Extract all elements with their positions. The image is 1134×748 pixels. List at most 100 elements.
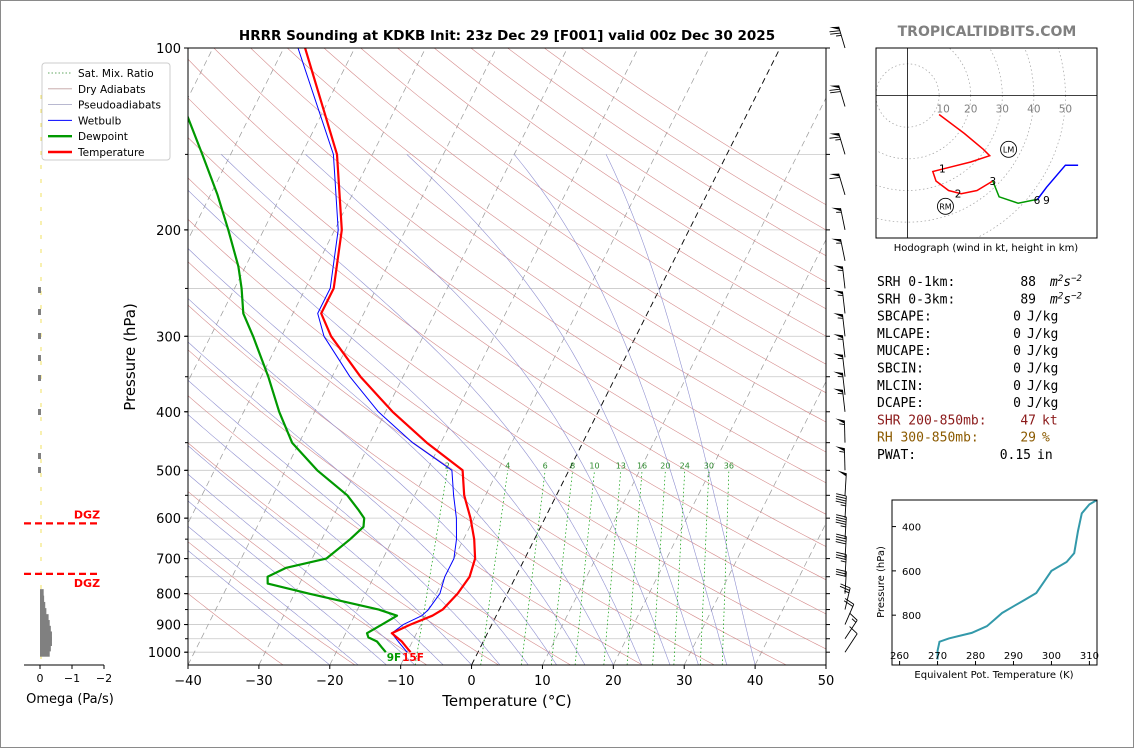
hodo-motion-marker	[937, 197, 954, 215]
barb-full	[835, 498, 847, 502]
te-x-tick-label: 290	[1004, 651, 1023, 662]
dgz-label: DGZ	[74, 508, 100, 521]
hodo-motion-label: LM	[1003, 145, 1014, 154]
barb-half	[836, 34, 842, 37]
barb-staff	[844, 473, 847, 496]
y-tick-label: 100	[156, 42, 181, 57]
moist-adiabat	[406, 154, 699, 665]
te-x-tick-label: 300	[1042, 651, 1061, 662]
dry-adiabat	[213, 48, 826, 484]
wind-barb	[833, 334, 846, 358]
barb-staff	[844, 620, 858, 639]
isotherm-line	[188, 48, 285, 241]
hodo-ring-label: 40	[1027, 104, 1040, 116]
hodo-motion-label: RM	[939, 202, 952, 211]
stat-unit: J/kg	[1027, 362, 1058, 377]
mixing-ratio-label: 36	[724, 461, 734, 470]
wind-barb	[833, 313, 846, 337]
legend-label: Wetbulb	[78, 115, 122, 127]
barb-full	[836, 514, 847, 518]
omega-small-bar	[38, 309, 41, 315]
wind-barbs	[829, 26, 858, 653]
mixing-ratio-label: 2	[445, 461, 450, 470]
wind-barb	[835, 514, 847, 540]
omega-panel: 0 −1 −2 DGZ DGZ Omega (Pa/s)	[24, 95, 114, 707]
omega-tick-label: −2	[96, 672, 112, 685]
isotherm-line	[329, 48, 639, 665]
hodo-trace	[931, 113, 994, 195]
legend-label: Pseudoadiabats	[78, 100, 161, 112]
barb-flag	[833, 334, 843, 339]
theta-e-profile	[936, 500, 1097, 660]
barb-full	[835, 536, 847, 540]
stat-value: 47	[1020, 413, 1036, 428]
stat-value: 29	[1020, 431, 1036, 446]
wind-barb	[833, 388, 846, 412]
omega-bar	[40, 620, 50, 630]
hodo-height-label: 2	[955, 189, 962, 201]
hodo-height-label: 3	[989, 176, 996, 188]
isotherm-line	[613, 238, 826, 665]
omega-bar	[40, 631, 52, 641]
dry-adiabat	[360, 48, 826, 365]
mixing-ratio-line	[574, 470, 595, 665]
hodograph-frame	[875, 47, 1098, 239]
moist-adiabat	[188, 379, 501, 665]
omega-xlabel: Omega (Pa/s)	[26, 692, 114, 707]
skewt-legend: Sat. Mix. Ratio Dry Adiabats Pseudoadiabat…	[41, 62, 171, 161]
barb-half	[836, 242, 842, 244]
temperature-profile	[304, 48, 477, 653]
barb-full	[835, 521, 846, 525]
wind-barb	[829, 85, 846, 107]
te-x-tick-label: 310	[1080, 651, 1099, 662]
y-tick-label: 900	[156, 619, 181, 634]
barb-staff	[844, 604, 855, 625]
dry-adiabat	[188, 177, 826, 615]
isotherm-line	[188, 48, 426, 525]
barb-full	[835, 519, 847, 523]
te-x-tick-label: 270	[928, 651, 947, 662]
omega-tick-label: −1	[64, 672, 80, 685]
barb-flag	[837, 470, 847, 477]
dry-adiabat	[188, 261, 787, 665]
stat-value: 88	[1020, 275, 1036, 290]
dry-adiabat	[434, 48, 826, 310]
isotherm-line	[471, 48, 781, 665]
barb-full	[835, 556, 847, 561]
barb-full	[835, 541, 846, 545]
te-y-tick-label: 600	[902, 567, 921, 578]
barb-full	[835, 571, 847, 575]
stat-unit: J/kg	[1027, 344, 1058, 359]
y-tick-label: 300	[156, 330, 181, 345]
barb-flag	[833, 265, 843, 270]
barb-half	[839, 451, 845, 453]
barb-half	[837, 269, 843, 271]
stat-unit: kt	[1042, 413, 1058, 428]
omega-bar	[40, 625, 51, 635]
theta-e-xlabel: Equivalent Pot. Temperature (K)	[914, 670, 1073, 681]
wind-barb	[835, 568, 847, 594]
hodo-height-label: 6	[1034, 195, 1041, 207]
theta-e-ylabel: Pressure (hPa)	[876, 546, 887, 618]
barb-full	[829, 30, 840, 33]
dry-adiabat	[188, 395, 571, 665]
barb-full	[843, 600, 854, 607]
barb-half	[837, 393, 843, 395]
moist-adiabat	[188, 500, 387, 665]
wind-barb	[835, 418, 846, 443]
barb-staff	[843, 448, 846, 471]
omega-small-bar	[38, 355, 41, 361]
wind-barb	[839, 583, 851, 610]
hodo-ring-label: 20	[964, 104, 977, 116]
omega-bar	[40, 636, 52, 646]
dry-adiabat	[188, 491, 428, 665]
wind-barb	[833, 265, 846, 289]
barb-half	[837, 294, 843, 296]
surface-dewpoint-label: 9F	[387, 652, 401, 664]
barb-full	[844, 598, 855, 605]
wind-barb	[829, 173, 846, 195]
isotherm-line	[825, 664, 826, 665]
y-tick-label: 700	[156, 553, 181, 568]
barb-half	[836, 211, 842, 213]
